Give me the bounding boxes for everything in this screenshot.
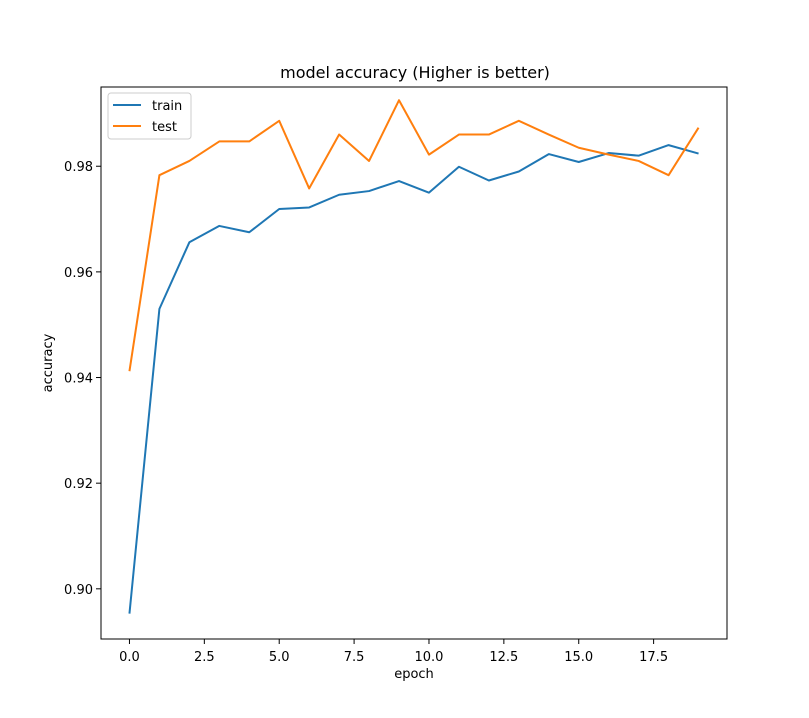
series-lines xyxy=(128,99,700,614)
x-tick-label: 10.0 xyxy=(414,650,443,665)
y-tick-label: 0.90 xyxy=(64,583,93,598)
x-tick-label: 7.5 xyxy=(344,650,365,665)
plot-area-frame xyxy=(100,86,728,640)
x-axis: 0.0 2.5 5.0 7.5 10.0 12.5 15.0 17.5 xyxy=(119,639,668,665)
y-tick-label: 0.94 xyxy=(64,372,93,387)
x-tick-label: 5.0 xyxy=(269,650,290,665)
y-tick-label: 0.96 xyxy=(64,266,93,281)
x-tick-label: 17.5 xyxy=(639,650,668,665)
series-line-test xyxy=(128,99,700,372)
y-tick-label: 0.92 xyxy=(64,477,93,492)
legend-label-test: test xyxy=(152,120,177,135)
x-tick-label: 0.0 xyxy=(119,650,140,665)
x-tick-label: 15.0 xyxy=(564,650,593,665)
chart-title: model accuracy (Higher is better) xyxy=(280,63,550,82)
x-tick-label: 12.5 xyxy=(489,650,518,665)
legend-label-train: train xyxy=(152,99,182,114)
y-axis-label: accuracy xyxy=(41,333,56,392)
x-axis-label: epoch xyxy=(394,667,434,682)
x-tick-label: 2.5 xyxy=(194,650,215,665)
y-tick-label: 0.98 xyxy=(64,160,93,175)
series-line-train xyxy=(128,144,699,614)
y-axis: 0.90 0.92 0.94 0.96 0.98 xyxy=(64,160,101,598)
legend: train test xyxy=(107,92,192,140)
